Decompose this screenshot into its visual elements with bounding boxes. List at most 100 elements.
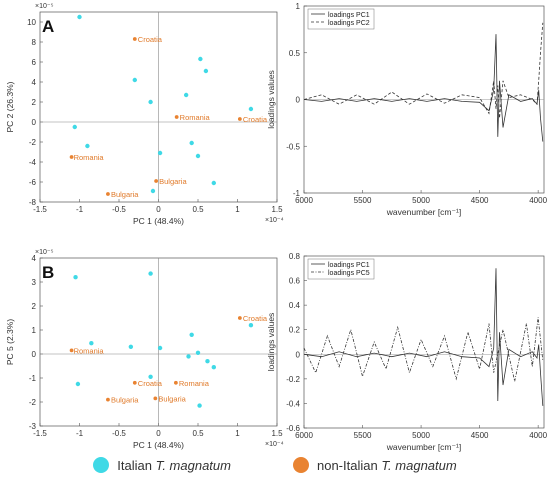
x-tick-label: -0.5 xyxy=(112,205,126,214)
x-tick-label: 6000 xyxy=(295,431,313,440)
y-tick-label: -1 xyxy=(293,189,301,198)
panel-letter: B xyxy=(42,263,54,282)
point-italian xyxy=(203,68,209,74)
y-tick-label: 4 xyxy=(32,254,37,263)
x-tick-label: 1.5 xyxy=(271,205,283,214)
y-multiplier: ×10⁻⁵ xyxy=(35,3,54,10)
point-italian xyxy=(157,345,163,351)
point-italian xyxy=(73,275,78,280)
y-tick-label: -2 xyxy=(29,398,37,407)
chart-panel-1: -1.5 -1 -0.5 0 0.5 1 1.5 -8 -6 -4 -2 0 2 4 6 8 10 PC 1 (4… xyxy=(5,3,284,226)
point-label-croatia: Croatia xyxy=(138,379,163,388)
y-tick-label: -4 xyxy=(29,158,37,167)
point-italian xyxy=(77,14,82,20)
x-tick-label: 5000 xyxy=(412,196,430,205)
point-italian xyxy=(183,92,189,98)
series-line-loadings-pc5 xyxy=(303,317,544,382)
x-tick-label: 0 xyxy=(156,205,161,214)
point-italian xyxy=(197,403,202,408)
x-tick-label: 5000 xyxy=(412,431,430,440)
point-italian xyxy=(89,341,94,346)
x-tick-label: -1 xyxy=(76,205,84,214)
y-tick-label: 0.5 xyxy=(289,49,301,58)
x-axis-label: wavenumber [cm⁻¹] xyxy=(386,207,461,217)
point-italian xyxy=(248,323,254,328)
point-italian xyxy=(132,77,137,83)
y-axis-label: PC 2 (26.3%) xyxy=(5,81,15,132)
chart-legend-label: loadings PC2 xyxy=(328,20,370,27)
y-tick-label: 0 xyxy=(32,118,37,127)
chart-legend-label: loadings PC5 xyxy=(328,270,370,277)
y-tick-label: 2 xyxy=(32,98,37,107)
y-tick-label: -6 xyxy=(29,178,37,187)
y-axis-label: PC 5 (2.3%) xyxy=(5,319,15,365)
y-tick-label: -0.6 xyxy=(286,424,300,433)
point-label-romania: Romania xyxy=(74,153,105,162)
panel-letter: A xyxy=(42,17,54,36)
point-label-bulgaria: Bulgaria xyxy=(158,394,186,403)
plot-frame xyxy=(303,255,545,429)
x-tick-label: -1 xyxy=(76,429,84,438)
y-tick-label: -2 xyxy=(29,138,37,147)
point-label-romania: Romania xyxy=(179,379,210,388)
y-multiplier: ×10⁻⁵ xyxy=(35,249,54,256)
point-non-italian xyxy=(237,316,242,320)
point-non-italian xyxy=(69,155,74,159)
x-tick-label: 1 xyxy=(235,429,240,438)
y-tick-label: 4 xyxy=(32,78,37,87)
y-tick-label: -0.2 xyxy=(286,375,300,384)
point-non-italian xyxy=(237,117,242,121)
legend-label-non-italian: non-Italian xyxy=(316,457,382,473)
legend-marker-italian xyxy=(93,457,110,473)
x-multiplier: ×10⁻⁴ xyxy=(265,441,284,448)
y-tick-label: 0 xyxy=(296,350,301,359)
x-tick-label: 6000 xyxy=(295,196,313,205)
point-italian xyxy=(75,381,81,387)
point-italian xyxy=(128,344,134,349)
series-line-loadings-pc1 xyxy=(303,268,544,406)
chart-panel-2: 6000 5500 5000 4500 4000 -1 -0.5 0 0.5 1 wavenumbe… xyxy=(266,2,548,217)
point-label-croatia: Croatia xyxy=(243,314,268,323)
point-italian xyxy=(148,99,153,105)
y-tick-label: 0.6 xyxy=(289,277,301,286)
point-italian xyxy=(157,150,163,156)
y-axis-label: loadings values xyxy=(266,70,276,129)
y-tick-label: 0.8 xyxy=(289,252,301,261)
x-tick-label: 5500 xyxy=(354,431,372,440)
point-italian xyxy=(211,365,216,370)
point-label-romania: Romania xyxy=(74,346,105,355)
point-italian xyxy=(195,153,201,159)
x-tick-label: -0.5 xyxy=(112,429,126,438)
x-tick-label: 4500 xyxy=(471,196,489,205)
x-tick-label: 1.5 xyxy=(271,429,283,438)
x-tick-label: -1.5 xyxy=(33,205,47,214)
y-tick-label: 1 xyxy=(296,2,301,11)
y-tick-label: 8 xyxy=(32,38,37,47)
x-axis-label: wavenumber [cm⁻¹] xyxy=(386,442,461,452)
legend-marker-non-italian xyxy=(292,457,309,473)
point-non-italian xyxy=(173,380,178,385)
x-multiplier: ×10⁻⁴ xyxy=(265,217,284,224)
x-tick-label: 4000 xyxy=(529,431,547,440)
point-label-romania: Romania xyxy=(180,113,211,122)
point-label-croatia: Croatia xyxy=(243,115,268,124)
x-tick-label: 4000 xyxy=(529,196,547,205)
x-axis-label: PC 1 (48.4%) xyxy=(133,440,184,450)
y-tick-label: 0 xyxy=(32,350,37,359)
point-italian xyxy=(150,188,156,194)
series-line-loadings-pc2 xyxy=(303,22,544,119)
chart-legend-label: loadings PC1 xyxy=(328,12,370,19)
y-tick-label: 0.4 xyxy=(289,301,301,310)
point-italian xyxy=(148,374,153,379)
point-italian xyxy=(205,359,210,364)
y-axis-label: loadings values xyxy=(266,313,276,372)
legend-species-italian: T. magnatum xyxy=(155,457,231,473)
y-tick-label: 6 xyxy=(32,58,37,67)
x-tick-label: 1 xyxy=(235,205,240,214)
point-italian xyxy=(186,354,191,359)
y-tick-label: 2 xyxy=(32,302,37,311)
x-tick-label: 0.5 xyxy=(192,205,204,214)
chart-panel-4: 6000 5500 5000 4500 4000 -0.6 -0.4 -0.2 0 0.2 0.4 0… xyxy=(266,252,548,452)
point-non-italian xyxy=(153,396,158,401)
